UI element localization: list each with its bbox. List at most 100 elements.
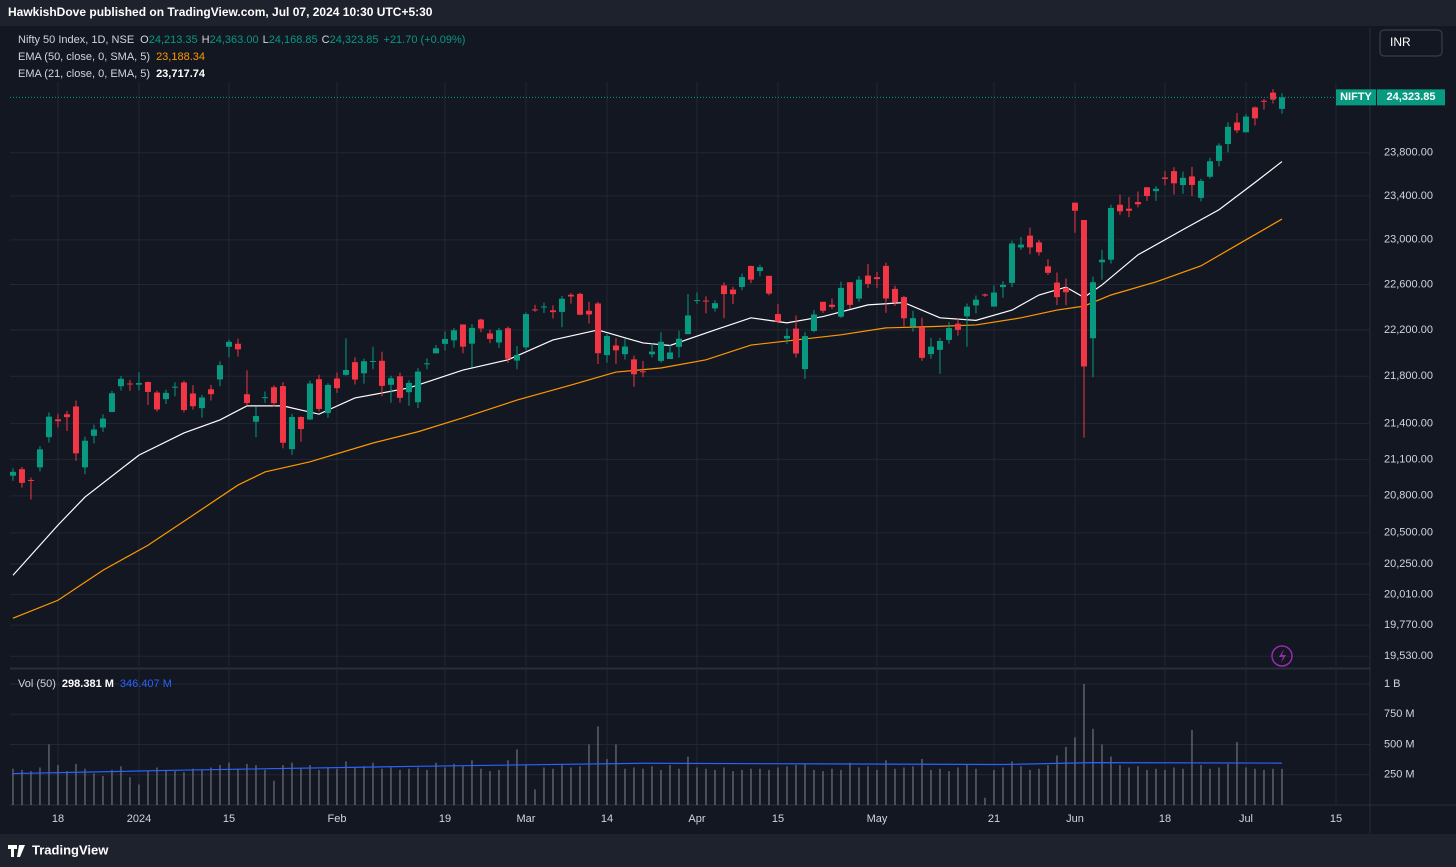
- x-tick-label: 19: [439, 813, 451, 825]
- candle-body: [1206, 161, 1213, 177]
- volume-tick-label: 500 M: [1384, 738, 1415, 750]
- volume-bar: [1065, 746, 1067, 805]
- volume-bar: [741, 769, 743, 805]
- volume-bar: [39, 767, 41, 805]
- candle-body: [162, 392, 169, 400]
- candle-body: [180, 382, 187, 411]
- volume-bar: [759, 768, 761, 805]
- volume-bar: [912, 766, 914, 805]
- volume-bar: [516, 749, 518, 805]
- volume-ma-line: [12, 762, 1282, 775]
- volume-bar: [885, 760, 887, 805]
- change: +21.70 (+0.09%): [384, 34, 466, 46]
- x-tick-label: 14: [601, 813, 613, 825]
- volume-bar: [21, 769, 23, 805]
- candle-body: [1278, 97, 1285, 109]
- volume-bar: [624, 768, 626, 805]
- candle-body: [918, 327, 925, 358]
- currency-label[interactable]: INR: [1390, 35, 1411, 49]
- candle-body: [972, 299, 979, 306]
- volume-bar: [471, 760, 473, 805]
- candle-body: [945, 328, 952, 340]
- volume-bar: [120, 766, 122, 805]
- candle-body: [450, 330, 457, 341]
- candle-body: [27, 479, 34, 481]
- volume-bar: [723, 767, 725, 805]
- candle-body: [594, 303, 601, 354]
- volume-bar: [453, 763, 455, 805]
- candle-body: [864, 275, 871, 284]
- volume-bar: [687, 756, 689, 805]
- candle-body: [72, 406, 79, 454]
- candle-body: [1107, 207, 1114, 260]
- volume-bar: [354, 767, 356, 805]
- candle-body: [891, 288, 898, 303]
- volume-bar: [417, 767, 419, 805]
- volume-bar: [858, 767, 860, 805]
- volume-bar: [174, 771, 176, 805]
- candle-body: [846, 282, 853, 305]
- candle-body: [747, 265, 754, 280]
- currency-button[interactable]: [1379, 29, 1443, 57]
- grid: [10, 82, 1370, 805]
- candle-body: [477, 319, 484, 329]
- volume-bar: [246, 763, 248, 805]
- candle-body: [369, 361, 376, 363]
- candle-body: [810, 314, 817, 331]
- candle-body: [414, 371, 421, 403]
- candle-body: [243, 394, 250, 404]
- volume-bar: [372, 762, 374, 805]
- candle-body: [1017, 244, 1024, 248]
- y-tick-label: 20,250.00: [1384, 558, 1433, 570]
- volume-bar: [597, 726, 599, 805]
- volume-bar: [336, 768, 338, 805]
- volume-bar: [498, 769, 500, 805]
- candle-body: [513, 354, 520, 361]
- volume-bar: [660, 769, 662, 805]
- candle-body: [999, 284, 1006, 288]
- candle-body: [1044, 266, 1051, 273]
- candle-body: [360, 361, 367, 374]
- volume-bar: [1218, 767, 1220, 805]
- candle-body: [81, 440, 88, 468]
- ohlc-key: C: [322, 34, 330, 46]
- volume-bar: [291, 762, 293, 805]
- candle-body: [171, 386, 178, 388]
- candle-body: [18, 469, 25, 483]
- candle-body: [621, 346, 628, 355]
- volume-bar: [1092, 728, 1094, 805]
- volume-bar: [678, 768, 680, 805]
- alert-bolt: [1279, 649, 1286, 663]
- candle-body: [639, 371, 646, 373]
- brand-logo: [8, 845, 25, 857]
- volume-bar: [705, 768, 707, 805]
- volume-bar: [399, 769, 401, 805]
- volume-bar: [1191, 730, 1193, 805]
- candle-body: [657, 341, 664, 361]
- candle-body: [1170, 171, 1177, 184]
- volume-bar: [138, 784, 140, 805]
- candle-body: [936, 341, 943, 350]
- y-tick-label: 20,500.00: [1384, 527, 1433, 539]
- volume-bar: [30, 771, 32, 805]
- alert-icon[interactable]: [1271, 645, 1293, 667]
- header-text: HawkishDove published on TradingView.com…: [8, 5, 433, 19]
- y-tick-label: 19,530.00: [1384, 650, 1433, 662]
- candle-body: [738, 277, 745, 287]
- candle-body: [45, 416, 52, 438]
- volume-bar: [273, 780, 275, 805]
- x-tick-label: 15: [1330, 813, 1342, 825]
- candle-body: [1035, 242, 1042, 253]
- volume-bar: [1200, 765, 1202, 805]
- candle-body: [207, 389, 214, 395]
- volume-bar: [1110, 756, 1112, 805]
- volume-bar: [606, 759, 608, 805]
- volume-bar: [840, 769, 842, 805]
- volume-bar: [1056, 755, 1058, 805]
- volume-bar: [282, 765, 284, 805]
- legend-ema21: EMA (21, close, 0, EMA, 5) 23,717.74: [18, 68, 206, 80]
- volume-bar: [93, 773, 95, 805]
- x-tick-label: 15: [772, 813, 784, 825]
